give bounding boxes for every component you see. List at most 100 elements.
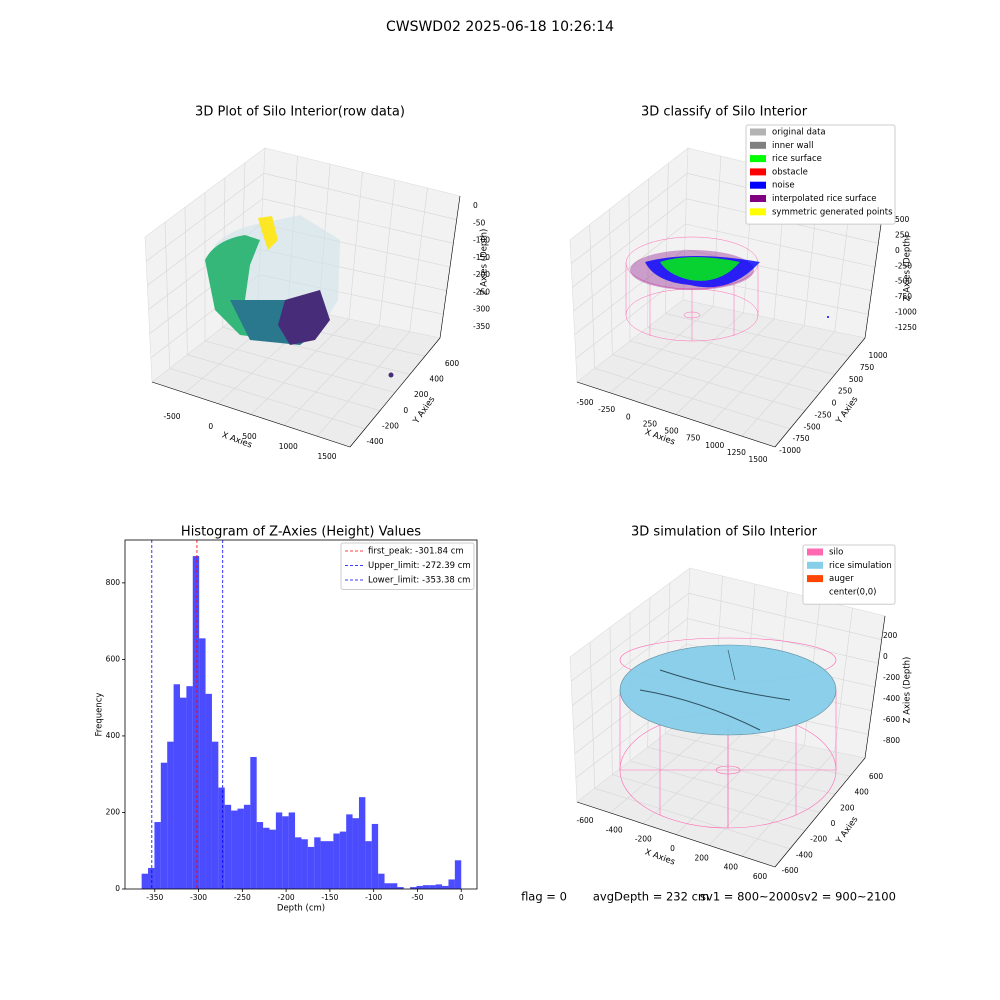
bar	[160, 762, 168, 889]
x-tick-label: -300	[190, 893, 207, 902]
panel-title: 3D Plot of Silo Interior(row data)	[195, 105, 405, 120]
bar	[320, 841, 328, 889]
suptitle: CWSWD02 2025-06-18 10:26:14	[386, 19, 614, 35]
tick-label: -200	[473, 270, 490, 279]
tick-label: -500	[163, 412, 180, 421]
tick-label: 1000	[705, 441, 724, 450]
x-tick-label: -200	[278, 893, 295, 902]
bar	[301, 839, 308, 889]
chart-title: Histogram of Z-Axies (Height) Values	[181, 525, 421, 540]
axis-edge	[774, 337, 866, 448]
bar	[199, 638, 206, 889]
tick-label: 0	[473, 201, 478, 210]
pane-grid	[575, 274, 685, 359]
tick-label: -300	[473, 305, 490, 314]
tick-label: 500	[895, 215, 910, 224]
legend-swatch	[807, 548, 823, 556]
tick-label: -150	[473, 253, 490, 262]
bar	[346, 814, 353, 889]
legend-box	[745, 124, 896, 225]
panel-title: 3D simulation of Silo Interior	[631, 525, 818, 540]
bar	[148, 867, 155, 889]
tick-label: 0	[883, 652, 888, 661]
axis-edge	[774, 757, 866, 868]
y-axis-label: Frequency	[95, 693, 105, 737]
tick-label: -400	[883, 694, 900, 703]
legend-swatch	[807, 588, 823, 596]
x-tick-label: -150	[321, 893, 338, 902]
y-tick-label: 0	[115, 884, 120, 893]
legend-label: silo	[829, 548, 843, 558]
bar	[282, 816, 289, 889]
footer-text: flag = 0	[521, 890, 567, 904]
tick-label: 600	[753, 872, 768, 881]
bar	[205, 693, 212, 889]
axis-label: Z Axies (Depth)	[480, 229, 490, 296]
tick-label: -500	[576, 398, 593, 407]
tick-label: -400	[796, 850, 813, 859]
x-tick-label: -50	[411, 893, 423, 902]
tick-label: 200	[883, 631, 898, 640]
legend-box	[340, 542, 475, 590]
tick-label: 200	[695, 853, 710, 862]
legend-label: interpolated rice surface	[772, 194, 877, 204]
y-tick-label: 600	[106, 654, 121, 663]
tick-label: 500	[664, 427, 679, 436]
bar	[314, 837, 321, 889]
legend-label: obstacle	[772, 167, 808, 177]
tick-label: -600	[576, 816, 593, 825]
bar	[365, 841, 372, 889]
tick-label: 0	[895, 246, 900, 255]
tick-label: 750	[686, 434, 701, 443]
tick-label: -250	[895, 261, 912, 270]
x-tick-label: -350	[146, 893, 163, 902]
axis-edge	[576, 801, 776, 868]
bar	[435, 884, 443, 889]
point-cloud	[205, 215, 394, 378]
bar	[154, 822, 161, 889]
bar	[410, 887, 417, 889]
legend-label: rice simulation	[829, 561, 892, 571]
tick-label: -600	[781, 866, 798, 875]
tick-label: -1000	[895, 308, 917, 317]
legend-label: symmetric generated points	[772, 207, 893, 217]
tick-label: 0	[670, 844, 675, 853]
legend-label: first_peak: -301.84 cm	[368, 547, 464, 557]
y-tick-label: 400	[106, 731, 121, 740]
tick-label: -250	[598, 405, 615, 414]
axis-label: Y Axies	[834, 394, 861, 426]
legend-swatch	[750, 155, 766, 163]
axis-label: Z Axies (Depth)	[903, 657, 913, 724]
tick-label: 0	[832, 399, 837, 408]
pane-grid	[316, 331, 410, 437]
tick-label: 600	[869, 772, 884, 781]
bar	[358, 797, 366, 889]
legend-swatch	[807, 561, 823, 569]
bar	[275, 812, 283, 889]
axis-edge	[864, 615, 886, 759]
bar	[333, 833, 340, 889]
legend-swatch	[750, 168, 766, 176]
tick-label: 500	[849, 375, 864, 384]
bar	[307, 846, 315, 889]
legend-label: rice surface	[772, 154, 822, 164]
bar	[352, 818, 359, 889]
axis-edge	[151, 381, 351, 448]
legend-swatch	[750, 181, 766, 189]
bar	[454, 860, 462, 889]
bar	[429, 885, 436, 889]
bar	[141, 873, 149, 889]
legend-swatch	[807, 575, 823, 583]
bar	[327, 841, 334, 889]
axis-label: Y Axies	[834, 814, 861, 846]
tick-label: 250	[838, 387, 853, 396]
tick-label: -400	[366, 437, 383, 446]
tick-label: -1250	[895, 323, 917, 332]
bar	[231, 810, 238, 889]
tick-label: -200	[810, 835, 827, 844]
legend-swatch	[750, 141, 766, 149]
tick-label: 400	[855, 788, 870, 797]
tick-label: 750	[860, 363, 875, 372]
legend-label: Upper_limit: -272.39 cm	[368, 561, 471, 571]
